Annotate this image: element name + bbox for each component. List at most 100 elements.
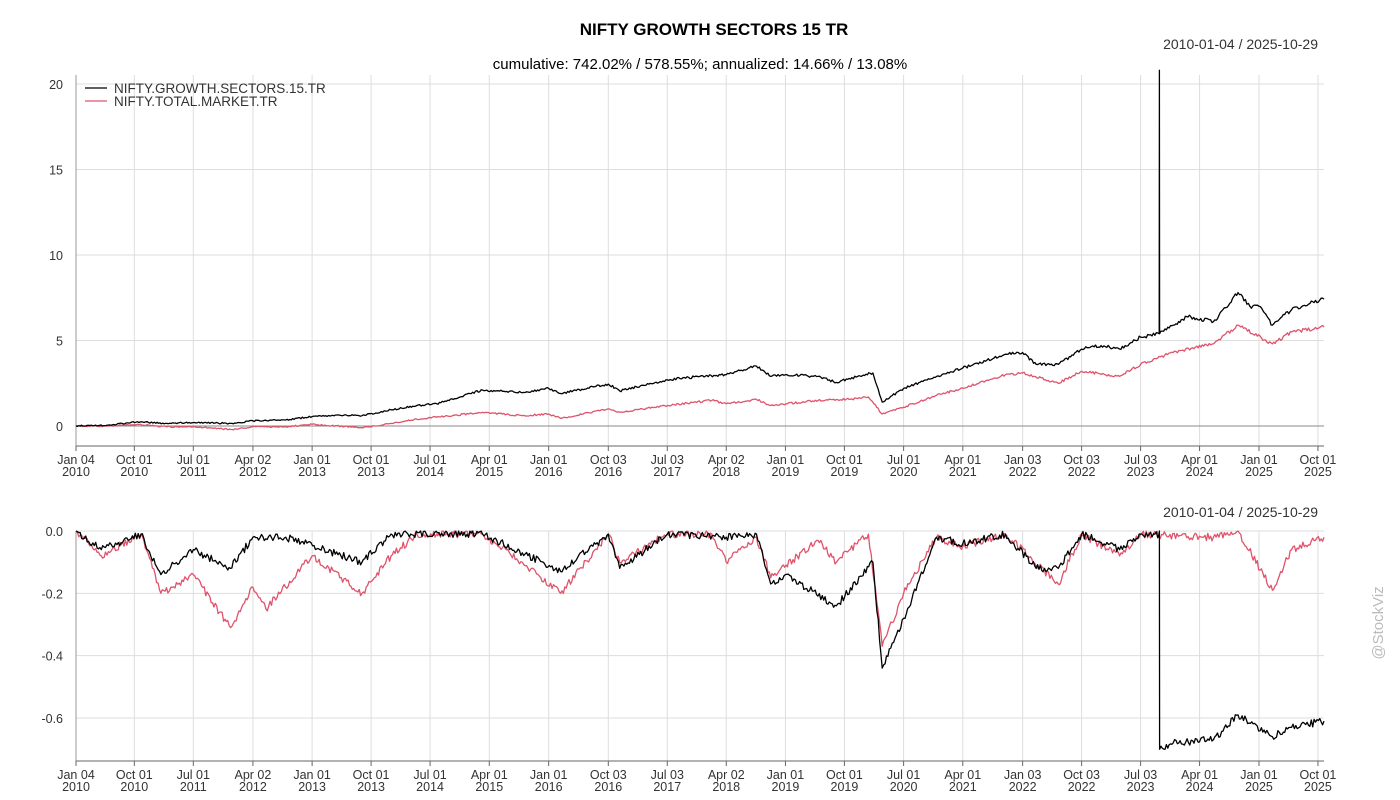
x-tick-label-year: 2011 — [180, 780, 207, 794]
watermark: @StockViz — [1370, 586, 1387, 659]
x-tick-label-year: 2023 — [1127, 465, 1155, 479]
x-tick-label-year: 2021 — [949, 780, 977, 794]
x-tick-label-year: 2014 — [416, 465, 444, 479]
x-tick-label-year: 2010 — [62, 465, 90, 479]
x-tick-label-year: 2017 — [653, 465, 681, 479]
x-tick-label-date: Apr 01 — [1181, 768, 1218, 782]
x-tick-label-year: 2025 — [1304, 465, 1332, 479]
y-tick-label: -0.2 — [41, 587, 63, 601]
x-tick-label-date: Oct 03 — [1063, 768, 1100, 782]
x-tick-label-date: Jan 01 — [293, 453, 331, 467]
x-tick-label-date: Jul 03 — [1124, 453, 1157, 467]
x-tick-label-date: Apr 01 — [944, 453, 981, 467]
x-tick-label-date: Oct 03 — [590, 768, 627, 782]
x-tick-label-date: Apr 02 — [235, 768, 272, 782]
chart-title: NIFTY GROWTH SECTORS 15 TR — [580, 20, 849, 39]
x-tick-label-date: Jan 04 — [57, 768, 95, 782]
x-tick-label-year: 2018 — [712, 780, 740, 794]
x-tick-label-date: Oct 01 — [116, 768, 153, 782]
x-tick-label-date: Jul 01 — [887, 768, 920, 782]
x-tick-label-year: 2014 — [416, 780, 444, 794]
drawdown-line-total-market — [75, 530, 1325, 647]
x-tick-label-date: Jan 03 — [1004, 768, 1042, 782]
x-tick-label-year: 2016 — [594, 780, 622, 794]
x-tick-label-year: 2015 — [475, 780, 503, 794]
x-tick-label-date: Jul 03 — [1124, 768, 1157, 782]
y-tick-label: 20 — [49, 78, 63, 92]
x-tick-label-year: 2022 — [1009, 465, 1037, 479]
x-tick-label-year: 2022 — [1068, 780, 1096, 794]
x-tick-label-date: Oct 03 — [590, 453, 627, 467]
x-tick-label-year: 2019 — [831, 780, 859, 794]
y-tick-label: 0 — [56, 420, 63, 434]
legend-label-total-market: NIFTY.TOTAL.MARKET.TR — [114, 94, 278, 109]
cumulative-line-total-market — [75, 324, 1325, 431]
x-tick-label-year: 2025 — [1245, 780, 1273, 794]
x-tick-label-date: Apr 01 — [471, 453, 508, 467]
x-tick-label-date: Jan 01 — [530, 768, 568, 782]
x-tick-label-year: 2010 — [120, 780, 148, 794]
x-tick-label-year: 2012 — [239, 465, 267, 479]
x-tick-label-date: Jan 04 — [57, 453, 95, 467]
x-tick-label-date: Jan 01 — [293, 768, 331, 782]
x-tick-label-year: 2024 — [1186, 780, 1214, 794]
x-tick-label-date: Oct 01 — [1300, 768, 1337, 782]
legend: NIFTY.GROWTH.SECTORS.15.TR NIFTY.TOTAL.M… — [85, 81, 326, 109]
y-tick-label: -0.6 — [41, 712, 63, 726]
x-tick-label-date: Oct 01 — [353, 768, 390, 782]
x-tick-label-year: 2025 — [1304, 780, 1332, 794]
x-tick-label-date: Apr 02 — [235, 453, 272, 467]
x-tick-label-year: 2019 — [772, 465, 800, 479]
x-tick-label-date: Oct 01 — [826, 453, 863, 467]
x-tick-label-year: 2025 — [1245, 465, 1273, 479]
x-tick-label-year: 2013 — [298, 465, 326, 479]
cumulative-line-growth-sectors — [75, 69, 1325, 428]
y-tick-label: 15 — [49, 164, 63, 178]
x-tick-label-date: Jan 01 — [1240, 453, 1278, 467]
x-tick-label-year: 2011 — [180, 465, 207, 479]
x-tick-label-date: Oct 01 — [353, 453, 390, 467]
y-tick-label: 10 — [49, 249, 63, 263]
x-tick-label-year: 2012 — [239, 780, 267, 794]
x-tick-label-year: 2022 — [1009, 780, 1037, 794]
x-tick-label-year: 2022 — [1068, 465, 1096, 479]
x-tick-label-date: Jul 01 — [177, 768, 210, 782]
x-tick-label-year: 2016 — [535, 465, 563, 479]
x-tick-label-date: Oct 01 — [826, 768, 863, 782]
x-tick-label-date: Jan 01 — [767, 768, 805, 782]
x-tick-label-date: Apr 01 — [944, 768, 981, 782]
x-tick-label-date: Jan 01 — [530, 453, 568, 467]
x-tick-label-year: 2013 — [357, 780, 385, 794]
x-tick-label-date: Jan 01 — [767, 453, 805, 467]
top-date-range: 2010-01-04 / 2025-10-29 — [1163, 36, 1318, 52]
chart-subtitle: cumulative: 742.02% / 578.55%; annualize… — [493, 56, 907, 73]
x-tick-label-date: Apr 02 — [708, 453, 745, 467]
x-tick-label-year: 2010 — [120, 465, 148, 479]
x-tick-label-date: Jul 03 — [651, 453, 684, 467]
x-tick-label-year: 2016 — [594, 465, 622, 479]
x-tick-label-year: 2024 — [1186, 465, 1214, 479]
x-tick-label-date: Jul 01 — [887, 453, 920, 467]
x-tick-label-date: Oct 01 — [116, 453, 153, 467]
drawdown-line-growth-sectors — [75, 530, 1325, 750]
x-tick-label-year: 2010 — [62, 780, 90, 794]
x-tick-label-date: Jul 01 — [177, 453, 210, 467]
x-tick-label-year: 2020 — [890, 465, 918, 479]
bottom-date-range: 2010-01-04 / 2025-10-29 — [1163, 504, 1318, 520]
x-tick-label-date: Oct 03 — [1063, 453, 1100, 467]
y-tick-label: 5 — [56, 335, 63, 349]
x-tick-label-date: Oct 01 — [1300, 453, 1337, 467]
x-tick-label-year: 2013 — [357, 465, 385, 479]
x-tick-label-year: 2016 — [535, 780, 563, 794]
x-tick-label-year: 2023 — [1127, 780, 1155, 794]
y-tick-label: 0.0 — [46, 525, 63, 539]
x-tick-label-date: Jul 03 — [651, 768, 684, 782]
legend-label-growth: NIFTY.GROWTH.SECTORS.15.TR — [114, 81, 326, 96]
x-tick-label-year: 2019 — [772, 780, 800, 794]
y-tick-label: -0.4 — [41, 650, 63, 664]
x-tick-label-year: 2015 — [475, 465, 503, 479]
x-tick-label-year: 2020 — [890, 780, 918, 794]
